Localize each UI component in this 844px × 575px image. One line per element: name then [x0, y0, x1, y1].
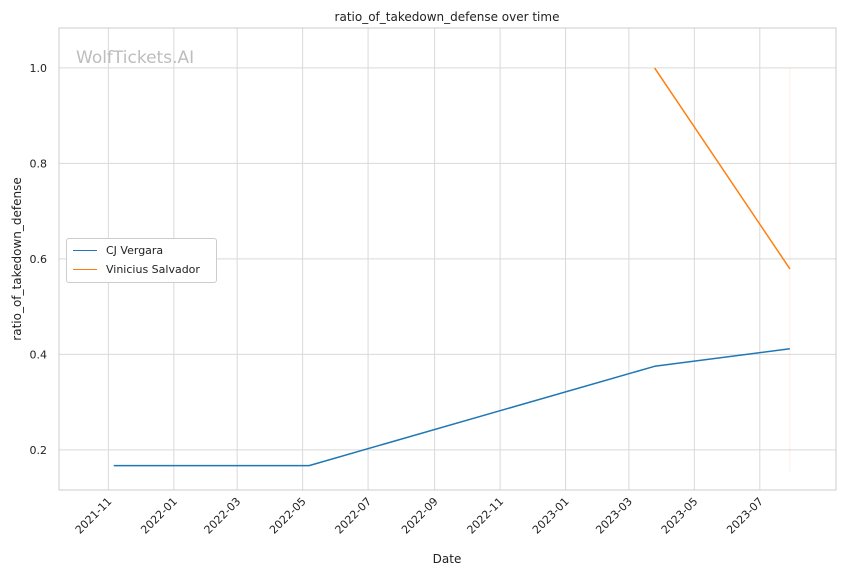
x-axis-label: Date — [433, 552, 462, 566]
watermark: WolfTickets.AI — [76, 48, 195, 68]
series-line-cj-vergara — [113, 347, 790, 467]
y-tick-labels: 0.2 0.4 0.6 0.8 1.0 — [30, 62, 48, 457]
legend: CJ Vergara Vinicius Salvador — [66, 238, 217, 283]
legend-swatch-vinicius-salvador — [73, 268, 97, 270]
y-axis-label: ratio_of_takedown_defense — [10, 177, 24, 340]
grid — [59, 28, 836, 490]
legend-label: Vinicius Salvador — [106, 262, 200, 276]
y-tick-label: 0.6 — [30, 253, 48, 266]
legend-swatch-cj-vergara — [73, 249, 97, 251]
y-tick-label: 0.2 — [30, 444, 48, 457]
y-tick-label: 0.4 — [30, 348, 48, 361]
series-lines — [113, 67, 791, 472]
y-tick-label: 1.0 — [30, 62, 48, 75]
chart-title: ratio_of_takedown_defense over time — [335, 10, 560, 24]
series-line-vinicius-salvador — [653, 67, 791, 270]
plot-frame — [58, 27, 837, 491]
y-tick-label: 0.8 — [30, 157, 48, 170]
legend-label: CJ Vergara — [106, 243, 164, 257]
legend-item-vinicius-salvador: Vinicius Salvador — [73, 260, 200, 278]
legend-item-cj-vergara: CJ Vergara — [73, 241, 163, 259]
